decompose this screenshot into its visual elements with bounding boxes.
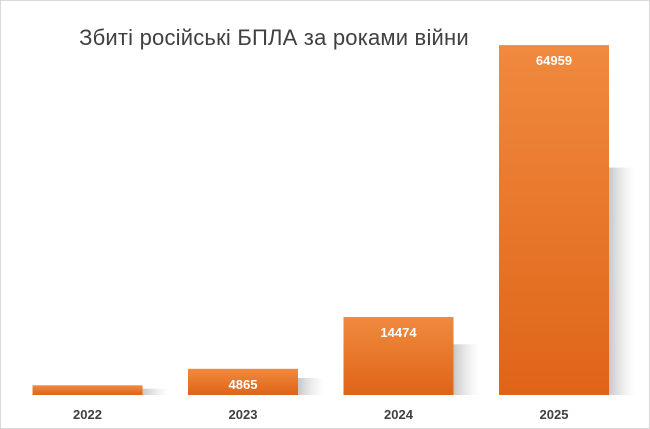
bar-shadow-2025 <box>609 167 635 395</box>
bar-shadow-2024 <box>453 344 480 395</box>
data-label-2024: 14474 <box>380 325 417 340</box>
bar-2025 <box>499 45 609 395</box>
x-tick-2023: 2023 <box>229 407 258 422</box>
x-tick-2025: 2025 <box>540 407 569 422</box>
data-label-2023: 4865 <box>229 377 258 392</box>
x-tick-2022: 2022 <box>73 407 102 422</box>
data-label-2022: 1792 <box>73 393 102 408</box>
data-labels-layer: 1792 4865 14474 64959 <box>73 53 572 408</box>
bar-2022 <box>32 385 143 395</box>
data-label-2025: 64959 <box>536 53 572 68</box>
x-axis-ticks: 2022 2023 2024 2025 <box>73 407 568 422</box>
bars-layer <box>32 45 635 395</box>
bar-2024 <box>343 317 454 395</box>
x-tick-2024: 2024 <box>384 407 414 422</box>
bar-2023 <box>188 368 298 395</box>
bar-shadow-2022 <box>142 388 169 395</box>
chart-title: Збиті російські БПЛА за роками війни <box>79 25 469 50</box>
bar-shadow-2023 <box>298 378 324 395</box>
